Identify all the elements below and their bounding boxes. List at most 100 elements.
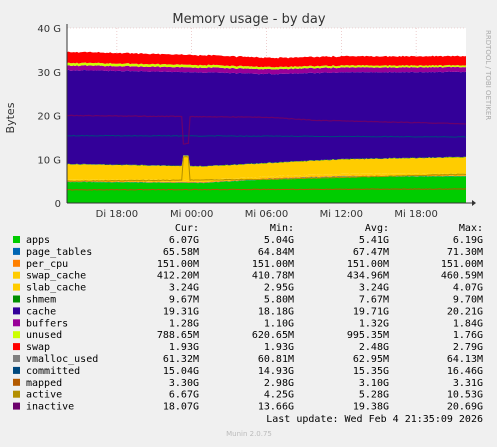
legend-row-cache: cache 19.31G 18.18G 19.71G 20.21G (13, 306, 483, 317)
legend-max: 20.21G (447, 306, 483, 317)
legend-swatch (13, 378, 20, 386)
x-axis-arrow (472, 200, 476, 206)
legend-name: slab_cache (26, 283, 86, 294)
y-tick-label: 40 G (37, 24, 61, 35)
area-per_cpu (67, 175, 466, 183)
legend-cur: 9.67M (169, 295, 199, 306)
legend-swatch (13, 307, 20, 315)
legend-avg: 434.96M (347, 271, 389, 282)
legend-swatch (13, 366, 20, 374)
last-update: Last update: Wed Feb 4 21:35:09 2026 (266, 414, 483, 425)
legend-avg: 15.35G (353, 366, 389, 377)
legend-max: 9.70M (453, 295, 483, 306)
legend-max: 16.46G (447, 366, 483, 377)
legend-row-vmalloc_used: vmalloc_used 61.32M 60.81M 62.95M 64.13M (13, 354, 483, 365)
legend-row-mapped: mapped 3.30G 2.98G 3.10G 3.31G (13, 378, 483, 389)
legend-min: 1.10G (264, 318, 294, 329)
legend-swatch (13, 402, 20, 410)
legend-min: 410.78M (252, 271, 294, 282)
legend-avg: 3.10G (359, 378, 389, 389)
y-tick-label: 30 G (37, 68, 61, 79)
legend-avg: 5.28G (359, 390, 389, 401)
legend-name: cache (26, 306, 56, 317)
legend-swatch (13, 355, 20, 362)
legend-cur: 6.67G (169, 390, 199, 401)
legend-cur: 6.07G (169, 235, 199, 246)
legend-row-inactive: inactive 18.07G 13.66G 19.38G 20.69G (13, 402, 483, 413)
line-active (66, 156, 467, 182)
legend-min: 64.84M (258, 247, 294, 258)
legend-min: 14.93G (258, 366, 294, 377)
area-buffers (67, 64, 466, 75)
legend-row-unused: unused 788.65M 620.65M 995.35M 1.76G (13, 330, 483, 341)
legend-cur: 61.32M (163, 354, 199, 365)
legend-min: 151.00M (252, 259, 294, 270)
x-tick-label: Di 18:00 (96, 209, 138, 220)
legend-max: 71.30M (447, 247, 483, 258)
legend-cur: 18.07G (163, 402, 199, 413)
munin-version: Munin 2.0.75 (226, 430, 272, 438)
legend-swatch (13, 236, 20, 243)
legend-row-active: active 6.67G 4.25G 5.28G 10.53G (13, 390, 483, 401)
legend-row-committed: committed 15.04G 14.93G 15.35G 16.46G (13, 366, 483, 377)
legend-name: shmem (26, 295, 56, 306)
legend-swatch (13, 343, 20, 351)
legend-min: 1.93G (264, 342, 294, 353)
legend-swatch (13, 247, 20, 255)
line-mapped (66, 188, 467, 191)
x-tick-label: Mi 12:00 (320, 209, 363, 220)
legend-max: 460.59M (441, 271, 483, 282)
legend-name: inactive (26, 402, 74, 413)
legend-cur: 3.24G (169, 283, 199, 294)
legend-avg: 995.35M (347, 330, 389, 341)
legend-swatch (13, 319, 20, 327)
legend-swatch (13, 295, 20, 303)
area-cache (67, 69, 466, 167)
legend-cur: 65.58M (163, 247, 199, 258)
legend-row-swap: swap 1.93G 1.93G 2.48G 2.79G (13, 342, 483, 353)
legend-min: 5.04G (264, 235, 294, 246)
area-slab_cache (67, 155, 466, 181)
legend-column-header: Avg: (365, 223, 389, 234)
legend-avg: 2.48G (359, 342, 389, 353)
legend-row-buffers: buffers 1.28G 1.10G 1.32G 1.84G (13, 318, 483, 329)
x-tick-label: Mi 00:00 (170, 209, 213, 220)
legend-column-header: Min: (270, 223, 294, 234)
legend-min: 2.95G (264, 283, 294, 294)
legend-name: per_cpu (26, 259, 68, 270)
legend-row-page_tables: page_tables 65.58M 64.84M 67.47M 71.30M (13, 247, 483, 258)
legend-cur: 3.30G (169, 378, 199, 389)
legend-max: 1.84G (453, 318, 483, 329)
legend-min: 18.18G (258, 306, 294, 317)
legend-name: unused (26, 330, 62, 341)
legend-max: 2.79G (453, 342, 483, 353)
legend-avg: 19.38G (353, 402, 389, 413)
legend-swatch (13, 390, 20, 398)
legend-cur: 1.93G (169, 342, 199, 353)
legend-min: 4.25G (264, 390, 294, 401)
legend-min: 60.81M (258, 354, 294, 365)
legend-avg: 1.32G (359, 318, 389, 329)
legend-row-swap_cache: swap_cache 412.20M 410.78M 434.96M 460.59M (13, 271, 483, 282)
legend-min: 5.80M (264, 295, 294, 306)
legend-avg: 62.95M (353, 354, 389, 365)
x-tick-label: Mi 06:00 (245, 209, 288, 220)
legend-avg: 67.47M (353, 247, 389, 258)
area-page_tables (67, 175, 466, 184)
legend-cur: 1.28G (169, 318, 199, 329)
legend-max: 20.69G (447, 402, 483, 413)
area-swap (67, 51, 466, 68)
legend-avg: 3.24G (359, 283, 389, 294)
area-unused (67, 62, 466, 70)
legend-column-header: Cur: (175, 223, 199, 234)
legend-min: 2.98G (264, 378, 294, 389)
legend-name: apps (26, 235, 50, 246)
y-axis-label: Bytes (4, 102, 17, 133)
legend-cur: 151.00M (157, 259, 199, 270)
legend-avg: 7.67M (359, 295, 389, 306)
legend-avg: 19.71G (353, 306, 389, 317)
legend-avg: 5.41G (359, 235, 389, 246)
legend-row-shmem: shmem 9.67M 5.80M 7.67M 9.70M (13, 295, 483, 306)
